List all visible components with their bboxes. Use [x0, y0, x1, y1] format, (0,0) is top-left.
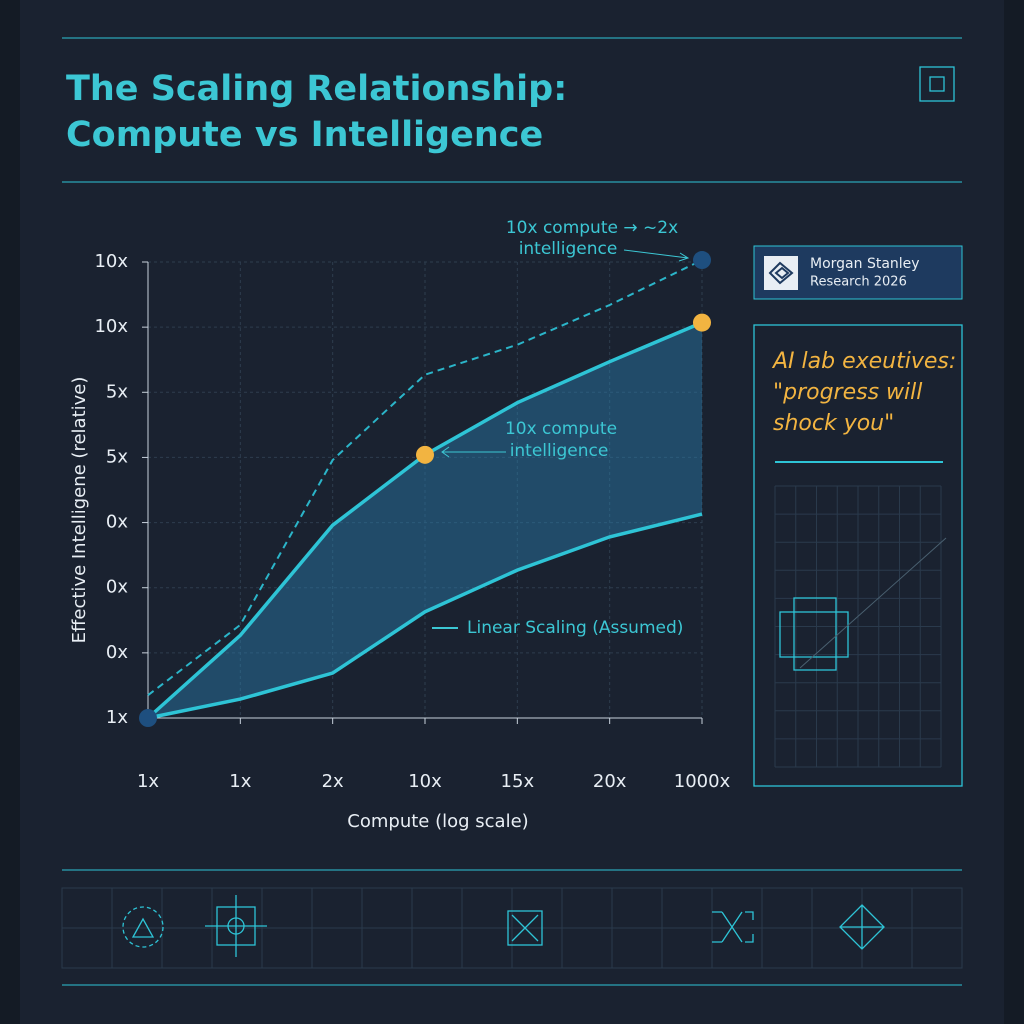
icon [919, 66, 955, 102]
y-tick-label: 1x [106, 707, 128, 728]
series-label: Linear Scaling (Assumed) [467, 618, 683, 638]
x-axis-label: Compute (log scale) [347, 811, 528, 832]
x-tick-label: 1000x [674, 771, 731, 792]
quote: AI lab exeutives: [771, 349, 956, 374]
badge-text: Research 2026 [810, 275, 907, 290]
icon [779, 611, 849, 658]
icon [712, 911, 754, 943]
x-tick-label: 15x [501, 771, 535, 792]
point [693, 251, 711, 270]
icon [205, 895, 267, 957]
point [139, 709, 157, 727]
y-tick-label: 10x [94, 251, 128, 272]
icon [929, 76, 945, 92]
x-tick-label: 20x [593, 771, 627, 792]
y-tick-label: 0x [106, 577, 128, 598]
quote: "progress will [773, 380, 922, 405]
y-tick-label: 0x [106, 512, 128, 533]
title: The Scaling Relationship: [66, 69, 567, 109]
annotation: intelligence [510, 441, 609, 461]
annotation: intelligence [519, 239, 618, 259]
quote: shock you" [773, 411, 894, 436]
series-line [147, 259, 703, 696]
quote-box [753, 324, 963, 787]
annotation-arrow [623, 249, 690, 262]
y-tick-label: 0x [106, 642, 128, 663]
y-tick-label: 5x [106, 446, 128, 467]
icon [839, 904, 885, 950]
icon [511, 914, 539, 942]
area [148, 322, 702, 718]
annotation: 10x compute → ~2x [506, 218, 678, 238]
title: Compute vs Intelligence [66, 115, 543, 155]
series-line [147, 512, 703, 720]
panel [20, 0, 1004, 1024]
x-tick-label: 1x [229, 771, 251, 792]
x-tick-label: 2x [322, 771, 344, 792]
badge-logo [768, 261, 794, 285]
y-axis-label: Effective Intelligene (relative) [69, 377, 90, 644]
footer-grid [62, 888, 962, 968]
icon [507, 910, 543, 946]
annotation-arrow [441, 446, 506, 458]
icon [799, 537, 947, 669]
point [693, 313, 711, 332]
icon [131, 917, 155, 938]
y-tick-label: 10x [94, 316, 128, 337]
x-tick-label: 10x [408, 771, 442, 792]
point [416, 445, 434, 464]
chart: 1x 0x 0x 0x 5x 5x 10x 10x 1x 1x 2x 10x 15x 20x 1000x Co… [69, 218, 731, 832]
icon [122, 906, 164, 948]
y-tick-label: 5x [106, 381, 128, 402]
badge-text: Morgan Stanley [810, 256, 920, 272]
annotation: 10x compute [505, 419, 617, 439]
x-tick-label: 1x [137, 771, 159, 792]
side-grid [774, 485, 942, 768]
icon [793, 597, 837, 671]
